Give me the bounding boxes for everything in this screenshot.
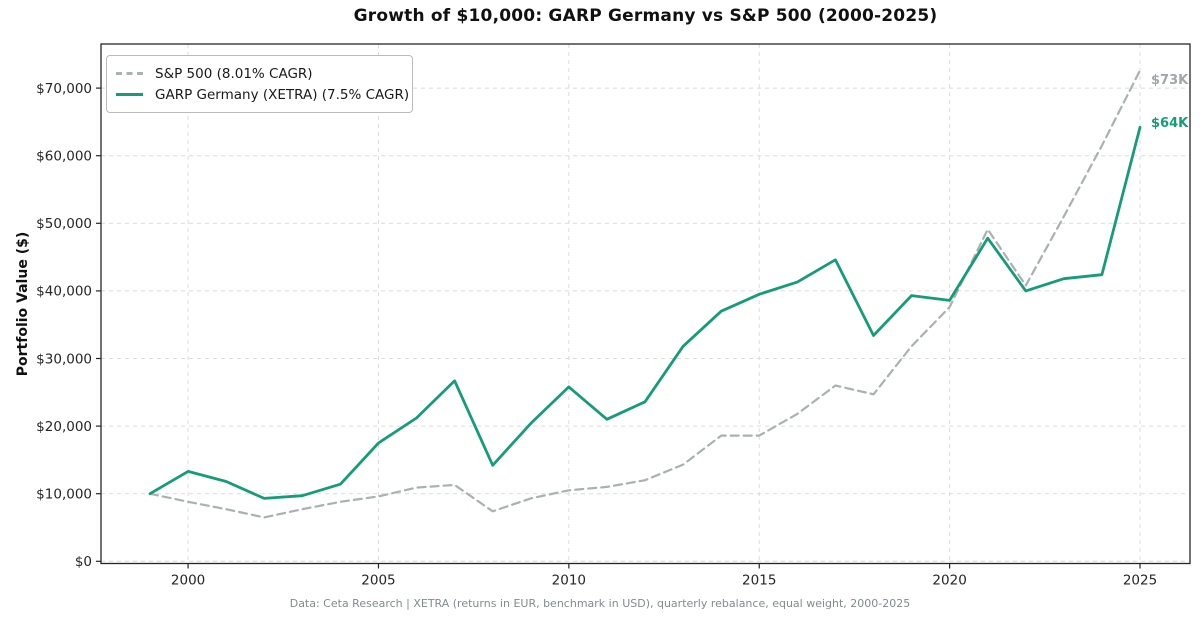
legend-label-sp500: S&P 500 (8.01% CAGR) (155, 65, 313, 82)
y-tick-label: $20,000 (36, 419, 92, 435)
sp500-line (148, 69, 1142, 519)
y-tick-label: $60,000 (36, 149, 92, 165)
legend-label-garp: GARP Germany (XETRA) (7.5% CAGR) (155, 86, 410, 103)
garp-end-value-label: $64K (1151, 116, 1189, 131)
sp500-end-value-label: $73K (1151, 73, 1189, 88)
x-tick-label: 2025 (1123, 573, 1157, 589)
x-tick-label: 2000 (171, 573, 205, 589)
legend: S&P 500 (8.01% CAGR) GARP Germany (XETRA… (106, 55, 413, 113)
y-tick-label: $30,000 (36, 351, 92, 367)
x-tick-label: 2010 (552, 573, 586, 589)
data-source-caption: Data: Ceta Research | XETRA (returns in … (289, 597, 911, 610)
y-tick-label: $70,000 (36, 81, 92, 97)
y-tick-label: $40,000 (36, 284, 92, 300)
sp500-dashed-line-swatch (116, 72, 143, 75)
x-tick-label: 2020 (932, 573, 966, 589)
chart-title: Growth of $10,000: GARP Germany vs S&P 5… (353, 6, 938, 26)
y-tick-label: $50,000 (36, 216, 92, 232)
legend-item-sp500: S&P 500 (8.01% CAGR) (116, 63, 402, 84)
y-tick-label: $0 (75, 554, 92, 570)
garp-line (148, 125, 1142, 500)
x-tick-label: 2005 (361, 573, 395, 589)
plot-border (100, 43, 1191, 565)
x-tick-label: 2015 (742, 573, 776, 589)
legend-item-garp: GARP Germany (XETRA) (7.5% CAGR) (116, 84, 409, 105)
y-tick-label: $10,000 (36, 487, 92, 503)
garp-solid-line-swatch (116, 93, 143, 96)
